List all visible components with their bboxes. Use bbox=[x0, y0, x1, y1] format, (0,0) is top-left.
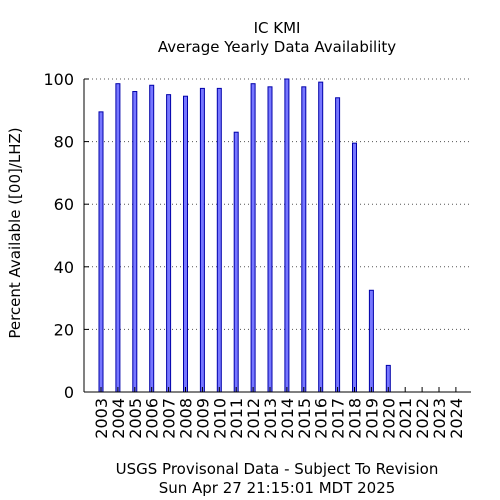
x-tick-label: 2010 bbox=[210, 398, 229, 439]
bar bbox=[98, 111, 104, 393]
x-tick-label: 2003 bbox=[92, 398, 111, 439]
bar bbox=[166, 94, 172, 393]
x-tick-label: 2016 bbox=[312, 398, 331, 439]
bar bbox=[250, 83, 256, 393]
x-tick-label: 2020 bbox=[379, 398, 398, 439]
y-tick-label: 40 bbox=[54, 258, 74, 277]
axes bbox=[83, 79, 471, 393]
y-tick-label: 80 bbox=[54, 133, 74, 152]
y-ticks: 0 20 40 60 80 100 bbox=[43, 70, 89, 402]
timestamp: Sun Apr 27 21:15:01 MDT 2025 bbox=[159, 479, 396, 497]
x-tick-label: 2008 bbox=[177, 398, 196, 439]
x-tick-label: 2015 bbox=[295, 398, 314, 439]
bar bbox=[199, 87, 205, 393]
chart-subtitle: Average Yearly Data Availability bbox=[158, 38, 396, 56]
bars bbox=[98, 78, 391, 393]
bar bbox=[267, 86, 273, 393]
x-tick-label: 2022 bbox=[413, 398, 432, 439]
bar bbox=[284, 78, 290, 393]
x-tick-label: 2006 bbox=[143, 398, 162, 439]
x-tick-label: 2014 bbox=[278, 398, 297, 439]
x-tick-label: 2023 bbox=[430, 398, 449, 439]
bar bbox=[318, 81, 324, 393]
x-tick-label: 2009 bbox=[193, 398, 212, 439]
bar bbox=[335, 97, 341, 393]
x-tick-label: 2007 bbox=[160, 398, 179, 439]
x-axis-label: USGS Provisonal Data - Subject To Revisi… bbox=[116, 460, 439, 478]
x-tick-label: 2017 bbox=[329, 398, 348, 439]
x-tick-label: 2012 bbox=[244, 398, 263, 439]
bar bbox=[352, 142, 357, 393]
x-ticks: 2003200420052006200720082009201020112012… bbox=[92, 387, 466, 439]
x-tick-label: 2024 bbox=[447, 398, 466, 439]
gridlines bbox=[84, 78, 471, 330]
bar bbox=[149, 84, 155, 393]
x-tick-label: 2011 bbox=[227, 398, 246, 439]
bar bbox=[132, 91, 138, 393]
y-axis-label: Percent Available ([00]/LHZ) bbox=[6, 127, 24, 338]
x-tick-label: 2013 bbox=[261, 398, 280, 439]
bar bbox=[115, 83, 121, 393]
bar bbox=[216, 87, 222, 393]
chart-title: IC KMI bbox=[254, 19, 301, 37]
x-tick-label: 2004 bbox=[109, 398, 128, 439]
bar bbox=[183, 95, 188, 393]
x-tick-label: 2005 bbox=[126, 398, 145, 439]
bar bbox=[301, 86, 307, 393]
y-tick-label: 100 bbox=[43, 70, 74, 89]
x-tick-label: 2021 bbox=[396, 398, 415, 439]
y-tick-label: 0 bbox=[64, 383, 74, 402]
y-tick-label: 20 bbox=[54, 320, 74, 339]
x-tick-label: 2018 bbox=[346, 398, 365, 439]
x-tick-label: 2019 bbox=[362, 398, 381, 439]
bar bbox=[368, 289, 374, 393]
bar bbox=[233, 131, 239, 393]
y-tick-label: 60 bbox=[54, 195, 74, 214]
